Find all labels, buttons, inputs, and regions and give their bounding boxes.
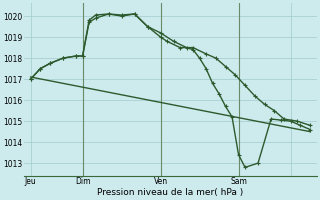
X-axis label: Pression niveau de la mer( hPa ): Pression niveau de la mer( hPa )	[97, 188, 244, 197]
